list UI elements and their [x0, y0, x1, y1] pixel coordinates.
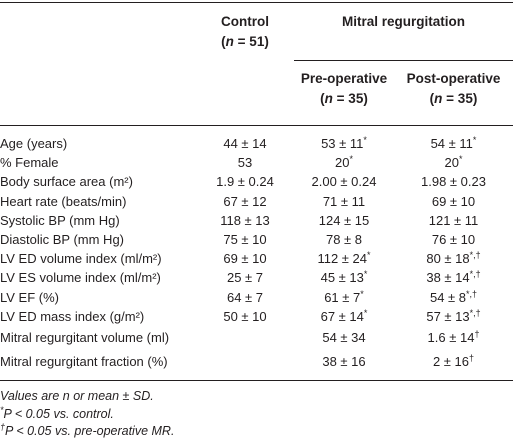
cell-value: 2.00 ± 0.24	[311, 174, 377, 190]
row-label: Diastolic BP (mm Hg)	[0, 232, 125, 248]
cell-value: 124 ± 15	[318, 212, 370, 228]
cell-value: 80 ± 18*,†	[426, 250, 481, 267]
cell-value: 20*	[335, 154, 353, 171]
header-text: Control	[221, 14, 269, 29]
cell-value: 71 ± 11	[322, 193, 366, 209]
group-header: Mitral regurgitation	[294, 2, 513, 61]
cell-value: 69 ± 10	[431, 193, 476, 209]
row-label: Mitral regurgitant fraction (%)	[0, 349, 196, 381]
row-label: LV EF (%)	[0, 289, 59, 305]
data-table: Control (n = 51) Mitral regurgitation Pr…	[0, 2, 513, 381]
row-label: LV ES volume index (ml/m²)	[0, 270, 161, 286]
row-label: LV ED mass index (g/m²)	[0, 308, 145, 324]
row-label: % Female	[0, 155, 59, 171]
cell-value: 121 ± 11	[428, 212, 479, 228]
cell-value: 54 ± 11*	[430, 135, 477, 152]
table-row: Mitral regurgitant fraction (%) 38 ± 16 2 …	[0, 349, 513, 381]
cell-value: 38 ± 14*,†	[426, 269, 481, 286]
cell-value: 45 ± 13*	[320, 269, 368, 286]
header-text: Post-operative	[406, 71, 501, 86]
table-row: Body surface area (m²) 1.9 ± 0.24 2.00 ± 0…	[0, 172, 513, 191]
row-label: Mitral regurgitant volume (ml)	[0, 329, 170, 345]
table-row: Diastolic BP (mm Hg) 75 ± 10 78 ± 8 76 ± 10	[0, 230, 513, 249]
footnote: *P < 0.05 vs. control.	[0, 404, 114, 421]
cell-value: 61 ± 7*	[324, 288, 364, 305]
cell-value: 118 ± 13	[220, 212, 270, 228]
table-row: Age (years) 44 ± 14 53 ± 11* 54 ± 11*	[0, 126, 513, 154]
cell-value: 2 ± 16†	[394, 349, 513, 381]
cell-value: 20*	[444, 154, 463, 171]
footnote: Values are n or mean ± SD.	[0, 389, 154, 403]
row-label: Age (years)	[0, 136, 68, 152]
header-row: Pre-operative (n = 35) Post-operative (n…	[0, 61, 513, 126]
table-row: Mitral regurgitant volume (ml) 54 ± 34 1.6…	[0, 326, 513, 350]
blank-header	[0, 61, 196, 126]
row-label: Systolic BP (mm Hg)	[0, 212, 120, 228]
header-text: Pre-operative	[300, 71, 388, 86]
table-row: LV ES volume index (ml/m²) 25 ± 7 45 ± 13*…	[0, 268, 513, 287]
cell-value: 57 ± 13*,†	[426, 307, 481, 324]
footnote: †P < 0.05 vs. pre-operative MR.	[0, 422, 175, 439]
row-label: Heart rate (beats/min)	[0, 193, 127, 209]
cell-value	[196, 326, 294, 350]
table-row: % Female 53 20* 20*	[0, 153, 513, 172]
cell-value: 50 ± 10	[223, 308, 267, 324]
header-n: (n = 51)	[221, 34, 269, 49]
header-n: (n = 35)	[320, 91, 368, 106]
table-row: Heart rate (beats/min) 67 ± 12 71 ± 11 69 ±…	[0, 192, 513, 211]
post-header: Post-operative (n = 35)	[394, 61, 513, 126]
cell-value: 53 ± 11*	[321, 135, 367, 152]
row-label: LV ED volume index (ml/m²)	[0, 251, 162, 267]
cell-value: 1.98 ± 0.23	[421, 174, 486, 190]
cell-value: 64 ± 7	[226, 289, 264, 305]
header-n: (n = 35)	[429, 91, 478, 106]
header-row: Control (n = 51) Mitral regurgitation	[0, 2, 513, 61]
table-row: LV ED mass index (g/m²) 50 ± 10 67 ± 14* 57…	[0, 307, 513, 326]
table-row: LV EF (%) 64 ± 7 61 ± 7* 54 ± 8*,†	[0, 288, 513, 307]
table-body: Age (years) 44 ± 14 53 ± 11* 54 ± 11*% Fema…	[0, 126, 513, 381]
table-row: LV ED volume index (ml/m²) 69 ± 10 112 ± 2…	[0, 249, 513, 268]
cell-value: 53	[237, 155, 253, 171]
header-text: Mitral regurgitation	[342, 14, 466, 29]
cell-value: 38 ± 16	[294, 349, 394, 381]
cell-value: 78 ± 8	[325, 232, 363, 248]
cell-value: 75 ± 10	[223, 232, 267, 248]
blank-header	[0, 3, 196, 61]
cell-value: 76 ± 10	[431, 232, 476, 248]
cell-value: 1.6 ± 14†	[427, 328, 480, 345]
cell-value: 1.9 ± 0.24	[216, 174, 274, 190]
cell-value	[196, 349, 294, 381]
pre-header: Pre-operative (n = 35)	[294, 61, 394, 126]
cell-value: 67 ± 12	[223, 193, 267, 209]
footnotes: Values are n or mean ± SD. *P < 0.05 vs. …	[0, 388, 174, 441]
table-row: Systolic BP (mm Hg) 118 ± 13 124 ± 15 121 ±…	[0, 211, 513, 230]
cell-value: 44 ± 14	[223, 136, 267, 152]
cell-value: 112 ± 24*	[317, 250, 371, 267]
cell-value: 67 ± 14*	[320, 307, 368, 324]
cell-value: 54 ± 34	[322, 329, 366, 345]
cell-value: 69 ± 10	[223, 251, 267, 267]
cell-value: 54 ± 8*,†	[429, 288, 478, 305]
control-header: Control (n = 51)	[196, 3, 294, 61]
row-label: Body surface area (m²)	[0, 174, 133, 190]
cell-value: 25 ± 7	[226, 270, 264, 286]
blank-header	[196, 61, 294, 126]
